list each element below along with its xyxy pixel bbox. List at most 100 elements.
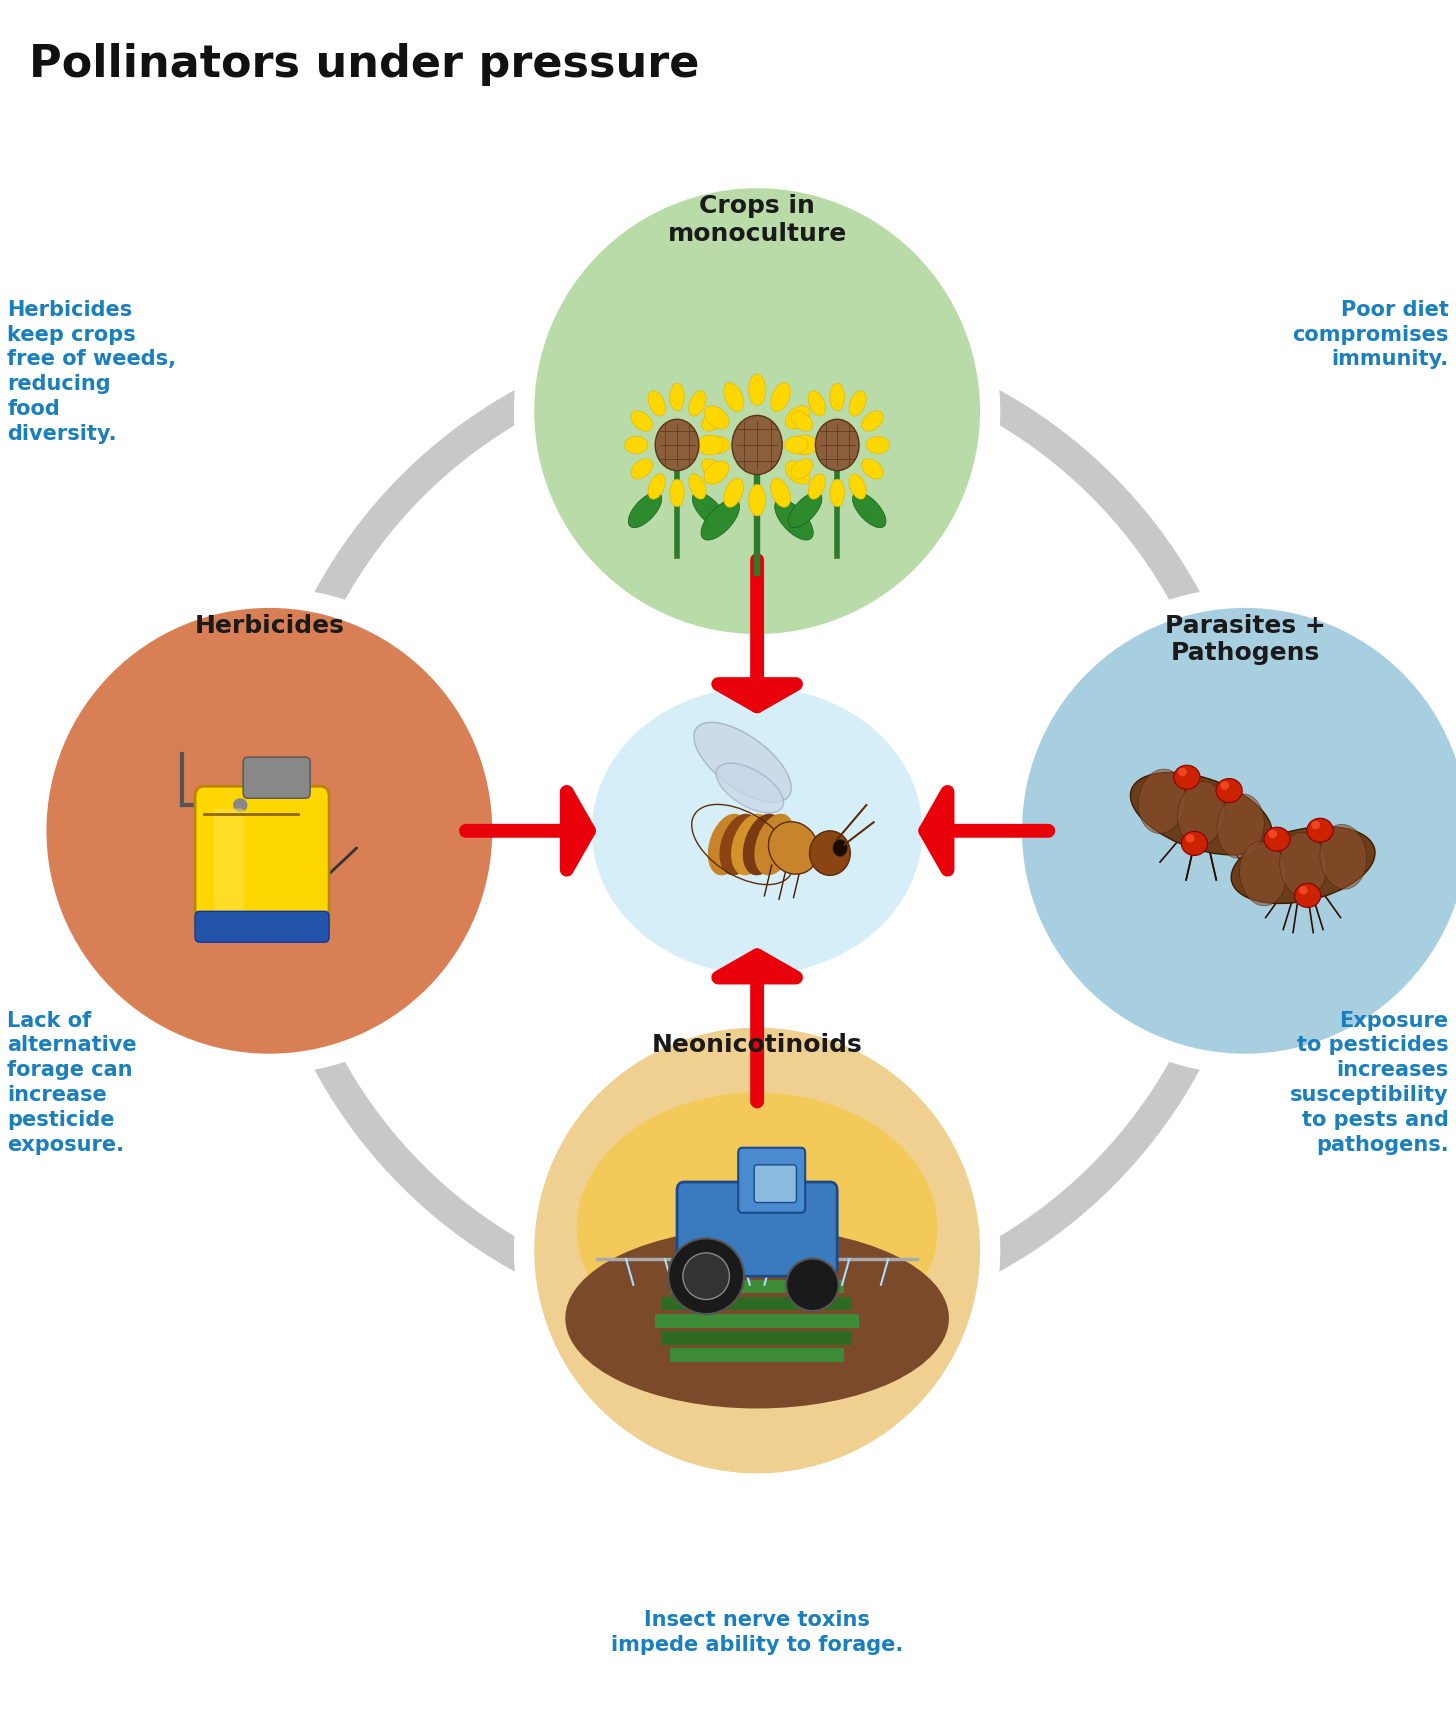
Ellipse shape [531, 185, 983, 637]
FancyBboxPatch shape [754, 1165, 796, 1203]
Ellipse shape [1217, 793, 1264, 858]
Ellipse shape [791, 435, 817, 456]
Ellipse shape [26, 588, 513, 1074]
FancyBboxPatch shape [670, 1348, 844, 1362]
Ellipse shape [689, 391, 706, 416]
FancyBboxPatch shape [677, 1182, 837, 1276]
Ellipse shape [1319, 824, 1367, 889]
Ellipse shape [628, 492, 662, 528]
Ellipse shape [705, 406, 729, 428]
Ellipse shape [1174, 766, 1200, 790]
Ellipse shape [514, 1007, 1000, 1494]
Ellipse shape [668, 1238, 744, 1314]
Ellipse shape [866, 437, 890, 454]
Ellipse shape [648, 475, 665, 498]
Ellipse shape [702, 459, 724, 480]
Ellipse shape [748, 485, 766, 516]
Ellipse shape [648, 391, 665, 416]
Ellipse shape [724, 478, 744, 507]
Ellipse shape [692, 492, 727, 528]
Ellipse shape [233, 798, 248, 812]
Ellipse shape [705, 461, 729, 485]
Ellipse shape [1216, 778, 1242, 802]
Ellipse shape [577, 1093, 938, 1364]
FancyBboxPatch shape [662, 1297, 852, 1310]
Ellipse shape [1220, 781, 1229, 790]
Ellipse shape [565, 1228, 949, 1408]
Ellipse shape [849, 475, 866, 498]
Ellipse shape [689, 475, 706, 498]
Ellipse shape [731, 814, 772, 875]
Text: Exposure
to pesticides
increases
susceptibility
to pests and
pathogens.: Exposure to pesticides increases suscept… [1290, 1011, 1449, 1155]
Ellipse shape [1178, 767, 1187, 776]
Ellipse shape [1307, 819, 1334, 843]
Ellipse shape [770, 382, 791, 411]
Ellipse shape [833, 839, 847, 856]
Ellipse shape [862, 411, 884, 432]
Ellipse shape [719, 814, 760, 875]
FancyBboxPatch shape [662, 1331, 852, 1345]
FancyBboxPatch shape [195, 786, 329, 935]
Ellipse shape [531, 1024, 983, 1477]
Ellipse shape [683, 1252, 729, 1300]
Ellipse shape [743, 814, 783, 875]
Ellipse shape [697, 435, 724, 456]
Ellipse shape [655, 420, 699, 471]
Ellipse shape [625, 437, 648, 454]
FancyBboxPatch shape [655, 1314, 859, 1328]
Ellipse shape [785, 437, 808, 454]
Ellipse shape [754, 814, 795, 875]
Ellipse shape [590, 685, 925, 976]
Ellipse shape [716, 762, 783, 814]
Ellipse shape [1178, 781, 1224, 846]
Ellipse shape [1312, 821, 1321, 829]
FancyBboxPatch shape [670, 1280, 844, 1293]
Ellipse shape [791, 459, 812, 480]
Ellipse shape [1019, 605, 1456, 1057]
Ellipse shape [808, 391, 826, 416]
Text: Herbicides
keep crops
free of weeds,
reducing
food
diversity.: Herbicides keep crops free of weeds, red… [7, 300, 176, 444]
Ellipse shape [670, 480, 684, 507]
Ellipse shape [1002, 588, 1456, 1074]
Text: Poor diet
compromises
immunity.: Poor diet compromises immunity. [1293, 300, 1449, 370]
Text: Herbicides: Herbicides [195, 613, 344, 637]
Ellipse shape [724, 382, 744, 411]
Ellipse shape [852, 492, 887, 528]
Ellipse shape [748, 373, 766, 406]
Ellipse shape [786, 1259, 839, 1310]
Ellipse shape [788, 492, 823, 528]
Ellipse shape [830, 384, 844, 411]
Ellipse shape [1264, 827, 1290, 851]
Ellipse shape [630, 459, 652, 480]
Text: Parasites +
Pathogens: Parasites + Pathogens [1165, 613, 1325, 665]
FancyBboxPatch shape [738, 1148, 805, 1213]
Ellipse shape [706, 437, 729, 454]
Ellipse shape [700, 500, 740, 540]
Ellipse shape [785, 406, 810, 428]
Ellipse shape [1299, 886, 1307, 894]
Text: Lack of
alternative
forage can
increase
pesticide
exposure.: Lack of alternative forage can increase … [7, 1011, 137, 1155]
Ellipse shape [1280, 833, 1326, 898]
Text: Crops in
monoculture: Crops in monoculture [667, 194, 847, 245]
Ellipse shape [1232, 827, 1374, 903]
Text: Pollinators under pressure: Pollinators under pressure [29, 43, 699, 86]
Ellipse shape [849, 391, 866, 416]
Ellipse shape [695, 723, 791, 802]
Ellipse shape [575, 668, 939, 994]
Ellipse shape [815, 420, 859, 471]
Text: Insect nerve toxins
impede ability to forage.: Insect nerve toxins impede ability to fo… [612, 1610, 903, 1655]
FancyBboxPatch shape [214, 809, 245, 922]
Ellipse shape [1185, 834, 1194, 843]
Ellipse shape [44, 605, 495, 1057]
Ellipse shape [810, 831, 850, 875]
Ellipse shape [775, 500, 814, 540]
Ellipse shape [1139, 769, 1185, 834]
Ellipse shape [708, 814, 748, 875]
Ellipse shape [514, 168, 1000, 654]
Ellipse shape [769, 822, 818, 874]
FancyBboxPatch shape [243, 757, 310, 798]
Ellipse shape [785, 461, 810, 485]
Ellipse shape [1239, 841, 1287, 906]
Ellipse shape [1130, 773, 1273, 855]
Ellipse shape [791, 411, 812, 432]
